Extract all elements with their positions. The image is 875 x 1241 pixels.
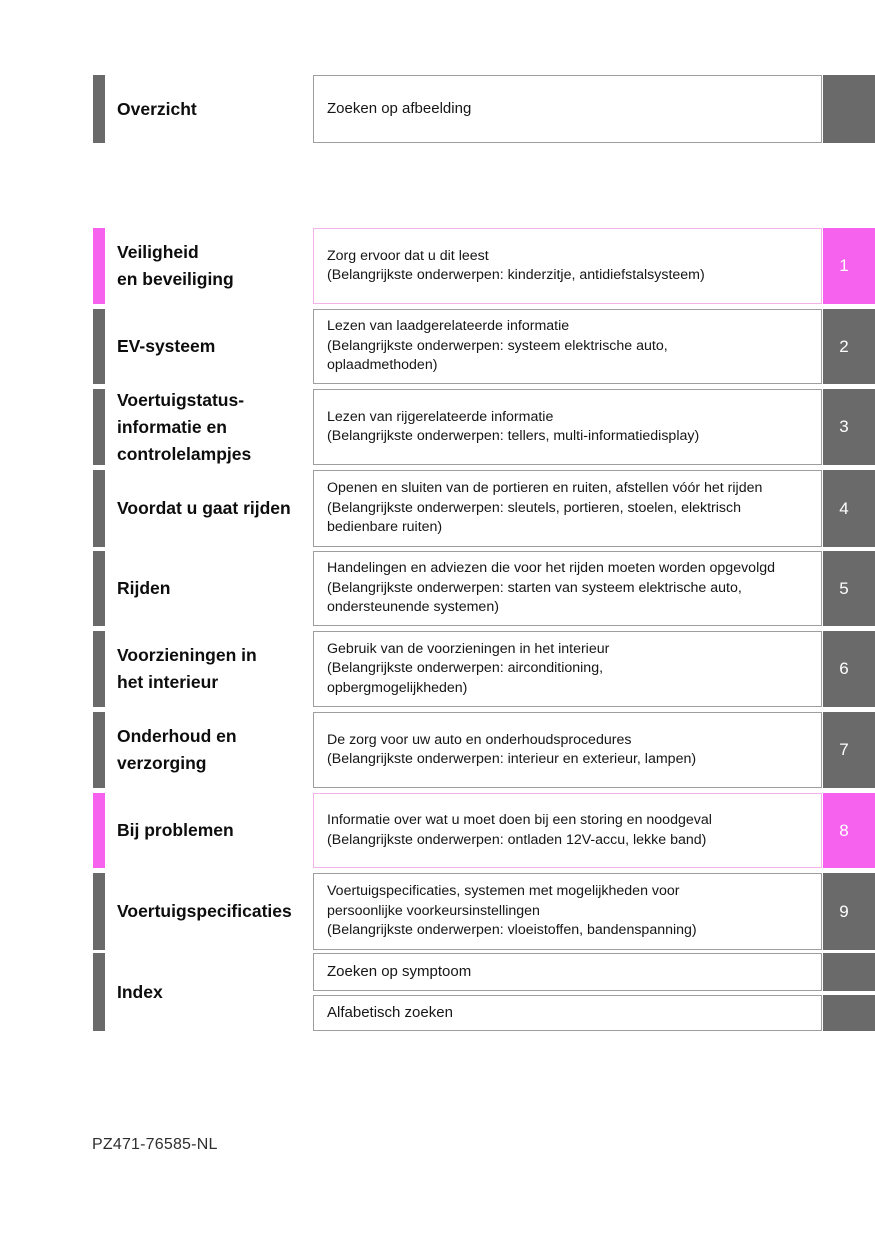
index-link-box-symptoom[interactable]: Zoeken op symptoom: [313, 953, 822, 991]
toc-link-box[interactable]: Informatie over wat u moet doen bij een …: [313, 793, 822, 868]
section-title: Veiligheid en beveiliging: [117, 242, 234, 289]
section-title: Voertuigspecificaties: [117, 901, 292, 921]
index-link-label: Alfabetisch zoeken: [327, 1004, 453, 1022]
toc-row-voorzieningen: Voorzieningen in het interieur Gebruik v…: [0, 631, 875, 707]
chapter-number: 3: [839, 417, 849, 436]
chapter-tab[interactable]: 3: [823, 389, 875, 465]
toc-row-overzicht: Overzicht Zoeken op afbeelding: [0, 75, 875, 143]
section-color-bar: [93, 75, 105, 143]
section-title: EV-systeem: [117, 336, 216, 356]
section-description: Gebruik van de voorzieningen in het inte…: [327, 640, 610, 696]
section-color-bar: [93, 309, 105, 384]
chapter-tab[interactable]: 1: [823, 228, 875, 304]
section-description: Zorg ervoor dat u dit leest (Belangrijks…: [327, 247, 705, 284]
toc-row-onderhoud: Onderhoud en verzorging De zorg voor uw …: [0, 712, 875, 788]
chapter-tab[interactable]: [823, 75, 875, 143]
section-color-bar: [93, 551, 105, 626]
toc-row-bij-problemen: Bij problemen Informatie over wat u moet…: [0, 793, 875, 868]
toc-link-box[interactable]: De zorg voor uw auto en onderhoudsproced…: [313, 712, 822, 788]
section-title: Bij problemen: [117, 820, 234, 840]
section-title: Onderhoud en verzorging: [117, 726, 237, 773]
section-title: Index: [117, 981, 163, 1002]
toc-link-box[interactable]: Zorg ervoor dat u dit leest (Belangrijks…: [313, 228, 822, 304]
toc-link-label: Zoeken op afbeelding: [327, 100, 472, 118]
section-color-bar: [93, 631, 105, 707]
chapter-number: 2: [839, 336, 849, 356]
section-description: Lezen van rijgerelateerde informatie (Be…: [327, 408, 700, 445]
chapter-tab[interactable]: 5: [823, 551, 875, 626]
section-color-bar: [93, 712, 105, 788]
toc-link-box[interactable]: Handelingen en adviezen die voor het rij…: [313, 551, 822, 626]
section-description: De zorg voor uw auto en onderhoudsproced…: [327, 731, 697, 768]
toc-link-box[interactable]: Gebruik van de voorzieningen in het inte…: [313, 631, 822, 707]
index-link-box-alfabetisch[interactable]: Alfabetisch zoeken: [313, 995, 822, 1031]
toc-row-ev-systeem: EV-systeem Lezen van laadgerelateerde in…: [0, 309, 875, 384]
chapter-number: 7: [839, 740, 849, 759]
toc-row-voertuigstatus: Voertuigstatus- informatie en controlela…: [0, 389, 875, 465]
toc-link-box[interactable]: Openen en sluiten van de portieren en ru…: [313, 470, 822, 547]
chapter-tab[interactable]: 2: [823, 309, 875, 384]
chapter-tab[interactable]: 8: [823, 793, 875, 868]
section-description: Informatie over wat u moet doen bij een …: [327, 812, 712, 848]
publication-code: PZ471-76585-NL: [92, 1136, 218, 1153]
chapter-tab[interactable]: 9: [823, 873, 875, 950]
chapter-number: 5: [839, 578, 849, 598]
section-description: Voertuigspecificaties, systemen met moge…: [327, 883, 697, 939]
chapter-number: 4: [839, 498, 849, 518]
section-title: Voorzieningen in het interieur: [117, 645, 257, 692]
toc-link-box[interactable]: Zoeken op afbeelding: [313, 75, 822, 143]
toc-row-index: Index Zoeken op symptoom Alfabetisch zoe…: [0, 953, 875, 1031]
section-color-bar: [93, 470, 105, 547]
toc-row-voordat-u-gaat-rijden: Voordat u gaat rijden Openen en sluiten …: [0, 470, 875, 547]
toc-row-rijden: Rijden Handelingen en adviezen die voor …: [0, 551, 875, 626]
chapter-tab[interactable]: 7: [823, 712, 875, 788]
toc-link-box[interactable]: Lezen van laadgerelateerde informatie (B…: [313, 309, 822, 384]
index-tab[interactable]: [823, 995, 875, 1031]
toc-link-box[interactable]: Voertuigspecificaties, systemen met moge…: [313, 873, 822, 950]
section-title: Voertuigstatus- informatie en controlela…: [117, 389, 252, 464]
chapter-number: 6: [839, 659, 849, 678]
section-title: Rijden: [117, 578, 171, 598]
section-color-bar: [93, 228, 105, 304]
index-tab[interactable]: [823, 953, 875, 991]
chapter-number: 8: [839, 820, 849, 840]
chapter-number: 1: [839, 256, 849, 275]
section-description: Lezen van laadgerelateerde informatie (B…: [327, 318, 668, 374]
chapter-number: 9: [839, 901, 849, 921]
section-description: Openen en sluiten van de portieren en ru…: [327, 480, 763, 536]
section-title: Voordat u gaat rijden: [117, 498, 291, 518]
toc-row-veiligheid: Veiligheid en beveiliging Zorg ervoor da…: [0, 228, 875, 304]
section-title: Overzicht: [117, 98, 197, 119]
index-link-label: Zoeken op symptoom: [327, 963, 472, 981]
section-description: Handelingen en adviezen die voor het rij…: [327, 560, 776, 616]
chapter-tab[interactable]: 6: [823, 631, 875, 707]
section-color-bar: [93, 873, 105, 950]
toc-link-box[interactable]: Lezen van rijgerelateerde informatie (Be…: [313, 389, 822, 465]
toc-row-voertuigspecificaties: Voertuigspecificaties Voertuigspecificat…: [0, 873, 875, 950]
section-color-bar: [93, 389, 105, 465]
section-color-bar: [93, 793, 105, 868]
section-color-bar: [93, 953, 105, 1031]
chapter-tab[interactable]: 4: [823, 470, 875, 547]
